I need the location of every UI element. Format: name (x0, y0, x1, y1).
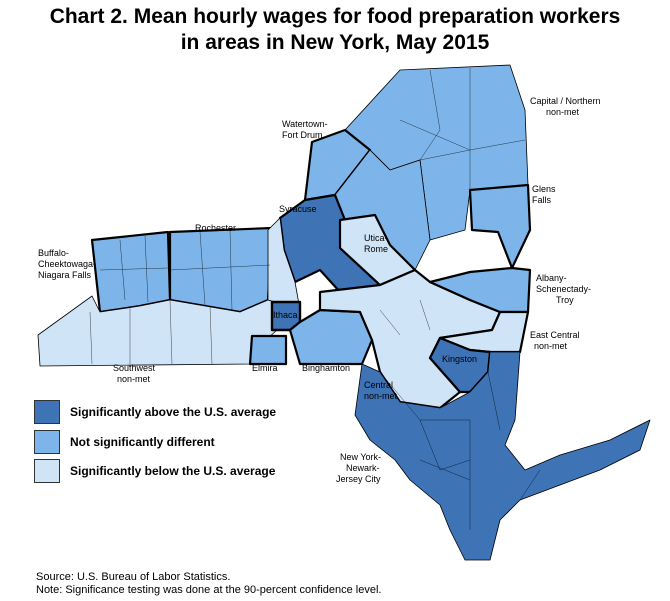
label-kingston: Kingston (442, 354, 477, 364)
label-east-central: East Central non-met (530, 330, 580, 351)
label-binghamton: Binghamton (302, 363, 350, 373)
region-rochester[interactable] (168, 226, 274, 314)
region-elmira[interactable] (248, 334, 288, 366)
area-labels: Capital / Northern non-met Watertown-Fort… (38, 96, 601, 484)
legend-swatch-not-significant (34, 430, 60, 454)
legend-label-not-significant: Not significantly different (70, 435, 215, 449)
region-binghamton[interactable] (288, 308, 374, 366)
legend-swatch-below (34, 459, 60, 483)
legend-label-above: Significantly above the U.S. average (70, 405, 277, 419)
label-central: Central non-met (364, 380, 398, 401)
title-line-1: Chart 2. Mean hourly wages for food prep… (49, 5, 621, 28)
label-southwest: Southwest non-met (113, 363, 156, 384)
label-utica: Utica-Rome (364, 233, 388, 254)
chart-title: Chart 2. Mean hourly wages for food prep… (0, 4, 670, 56)
source-text: Source: U.S. Bureau of Labor Statistics. (36, 571, 231, 583)
source-note: Source: U.S. Bureau of Labor Statistics.… (36, 571, 382, 597)
note-text: Note: Significance testing was done at t… (36, 584, 382, 596)
label-glens-falls: Glens Falls (532, 184, 556, 205)
region-southwest[interactable] (37, 295, 301, 367)
label-rochester: Rochester (195, 223, 236, 233)
region-buffalo[interactable] (90, 230, 172, 314)
legend-item-not-significant: Not significantly different (34, 430, 334, 454)
label-albany: Albany-Schenectady-Troy (536, 273, 591, 305)
label-ithaca: Ithaca (273, 310, 298, 320)
label-watertown: Watertown-Fort Drum (282, 119, 328, 140)
region-nyc[interactable] (354, 351, 651, 561)
label-elmira: Elmira (252, 363, 278, 373)
legend-swatch-above (34, 400, 60, 424)
legend-label-below: Significantly below the U.S. average (70, 464, 276, 478)
label-syracuse: Syracuse (279, 204, 317, 214)
legend-item-above: Significantly above the U.S. average (34, 400, 334, 424)
label-capital-northern: Capital / Northern non-met (530, 96, 601, 117)
legend-item-below: Significantly below the U.S. average (34, 459, 334, 483)
label-buffalo: Buffalo-Cheektowaga-Niagara Falls (38, 248, 96, 280)
region-albany[interactable] (428, 266, 532, 314)
county-lines (89, 68, 541, 530)
label-nyc: New York-Newark-Jersey City (336, 452, 381, 484)
title-line-2: in areas in New York, May 2015 (180, 31, 490, 54)
region-glens-falls[interactable] (468, 183, 532, 270)
